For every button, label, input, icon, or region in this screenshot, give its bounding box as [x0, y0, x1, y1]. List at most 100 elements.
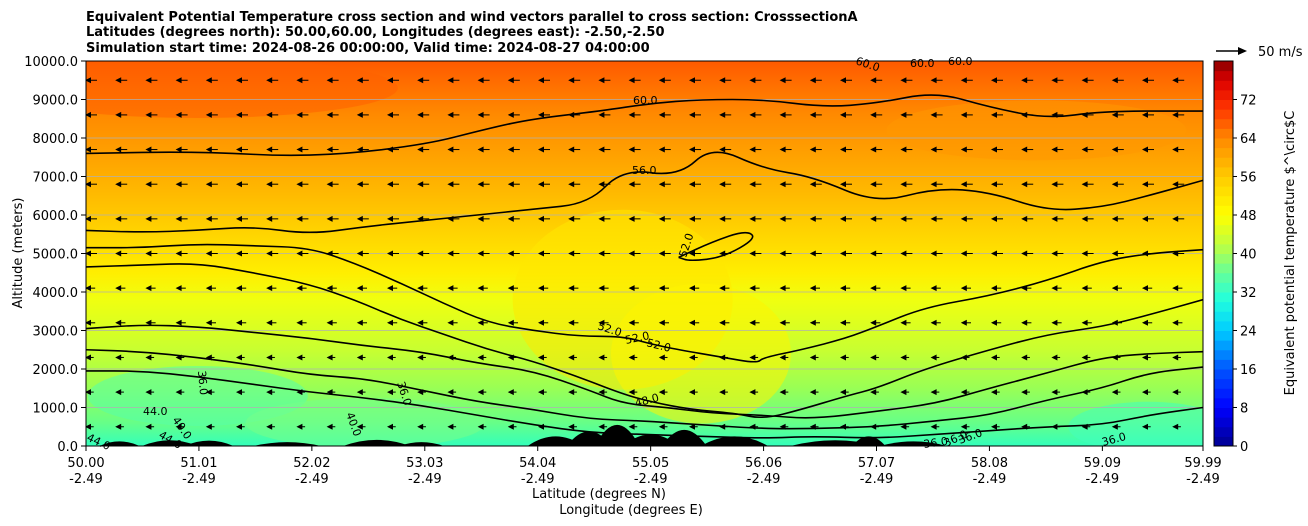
wind-vector-head: [1081, 319, 1088, 326]
colorbar-segment: [1214, 147, 1233, 158]
wind-vector-head: [447, 146, 454, 153]
x-tick-label-lat: 55.05: [632, 456, 669, 471]
wind-vector-head: [1081, 250, 1088, 257]
y-tick-label: 3000.0: [33, 325, 79, 340]
wind-vector-head: [356, 146, 363, 153]
wind-vector-head: [145, 389, 152, 396]
wind-vector-head: [387, 111, 393, 118]
colorbar-segment: [1214, 292, 1233, 303]
y-tick-label: 4000.0: [33, 286, 79, 301]
wind-vector-head: [628, 354, 635, 361]
wind-vector-head: [960, 146, 967, 153]
wind-vector-head: [326, 181, 333, 188]
colorbar-segment: [1214, 89, 1233, 100]
wind-vector-head: [296, 77, 303, 84]
colorbar-tick-label: 72: [1240, 94, 1257, 109]
wind-vector-head: [205, 181, 212, 188]
field-anomalies: [86, 61, 1203, 446]
colorbar-segment: [1214, 70, 1233, 81]
wind-vector-head: [236, 423, 242, 430]
wind-vector-head: [1111, 181, 1118, 188]
terrain-peak: [99, 441, 140, 446]
wind-vector-head: [115, 215, 122, 222]
contour-lines: [86, 94, 1203, 439]
wind-vector-head: [296, 354, 303, 361]
x-tick-label-lon: -2.49: [69, 472, 103, 487]
wind-vector-head: [1081, 354, 1088, 361]
wind-vector-head: [115, 319, 122, 326]
wind-vector-head: [689, 354, 695, 361]
x-tick-label-lon: -2.49: [860, 472, 894, 487]
wind-vector-head: [145, 354, 152, 361]
wind-vector-head: [356, 111, 363, 118]
colorbar-segment: [1214, 397, 1233, 408]
x-tick-label-lon: -2.49: [521, 472, 555, 487]
wind-vector-head: [930, 319, 937, 326]
wind-vector-head: [1172, 181, 1179, 188]
wind-vector-head: [991, 319, 997, 326]
wind-vector-head: [115, 77, 122, 84]
wind-vector-head: [296, 111, 303, 118]
wind-vector-head: [628, 181, 635, 188]
wind-vector-head: [236, 111, 242, 118]
wind-vector-head: [326, 319, 333, 326]
wind-vector-head: [115, 389, 122, 396]
wind-vector-head: [356, 285, 363, 292]
wind-vector-head: [658, 285, 665, 292]
wind-vector-head: [175, 389, 182, 396]
wind-vector-head: [689, 146, 695, 153]
wind-vector-head: [1111, 146, 1118, 153]
x-tick-label-lat: 58.08: [971, 456, 1008, 471]
wind-vector-head: [236, 77, 242, 84]
wind-vector-head: [930, 146, 937, 153]
wind-vector-head: [749, 181, 756, 188]
wind-vector-head: [991, 146, 997, 153]
quiver-key-label: 50 m/s: [1258, 45, 1303, 60]
wind-vector-head: [417, 77, 424, 84]
chart-title-line-1: Equivalent Potential Temperature cross s…: [86, 10, 858, 25]
colorbar-segment: [1214, 157, 1233, 168]
contour-line: [86, 243, 1203, 363]
wind-vector-head: [1172, 354, 1179, 361]
wind-vector-head: [1111, 215, 1118, 222]
wind-vector-head: [900, 146, 907, 153]
wind-vector-head: [809, 77, 816, 84]
wind-vector-head: [507, 319, 514, 326]
colorbar-segment: [1214, 436, 1233, 447]
wind-vector-head: [417, 146, 424, 153]
wind-vector-head: [538, 181, 544, 188]
wind-vector-head: [719, 285, 726, 292]
wind-vector-head: [538, 354, 544, 361]
wind-vector-head: [779, 77, 786, 84]
wind-vector-head: [387, 77, 393, 84]
wind-vector-head: [356, 181, 363, 188]
wind-vector-head: [326, 215, 333, 222]
wind-vector-head: [719, 389, 726, 396]
wind-vector-head: [296, 146, 303, 153]
wind-vector-head: [840, 250, 846, 257]
wind-vector-head: [356, 319, 363, 326]
wind-vector-head: [1021, 181, 1028, 188]
colorbar-tick-label: 64: [1240, 132, 1257, 147]
wind-vector-head: [991, 389, 997, 396]
wind-vector-head: [1172, 111, 1179, 118]
terrain-peak: [594, 424, 640, 446]
wind-vector-head: [1111, 250, 1118, 257]
wind-vector-head: [236, 354, 242, 361]
wind-vector-head: [447, 423, 454, 430]
wind-vector-head: [658, 423, 665, 430]
x-tick-label-lon: -2.49: [1086, 472, 1120, 487]
colorbar-segment: [1214, 186, 1233, 197]
colorbar-segment: [1214, 61, 1233, 72]
wind-vector-head: [236, 389, 242, 396]
wind-vector-head: [930, 111, 937, 118]
wind-vector-head: [387, 181, 393, 188]
wind-vector-head: [991, 77, 997, 84]
wind-vector-head: [991, 423, 997, 430]
wind-vector-head: [477, 285, 484, 292]
wind-vector-head: [809, 111, 816, 118]
colorbar-segment: [1214, 195, 1233, 206]
wind-vector-head: [628, 146, 635, 153]
wind-vector-head: [930, 77, 937, 84]
y-tick-label: 8000.0: [33, 132, 79, 147]
